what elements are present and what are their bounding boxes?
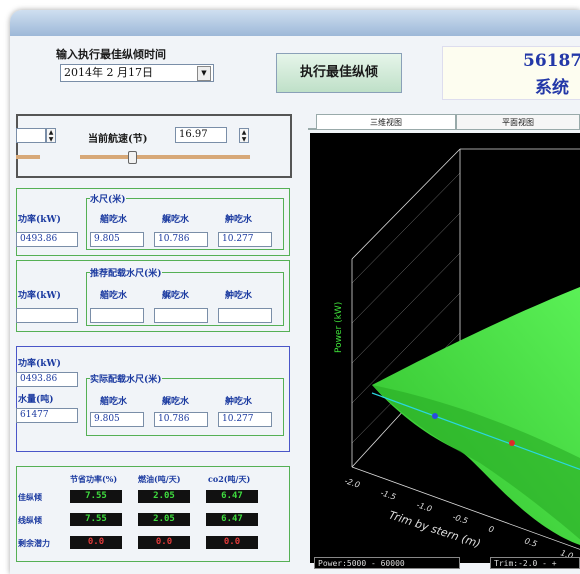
- draft-group-recommended: [16, 260, 290, 332]
- window-titlebar[interactable]: [10, 10, 580, 36]
- plot-grid-line: [351, 292, 461, 404]
- current-speed-field[interactable]: 16.97: [175, 127, 227, 143]
- best-trim-point: [432, 413, 438, 419]
- optimal-trim-line: [371, 392, 580, 470]
- group1-power-field[interactable]: 0493.86: [16, 232, 78, 247]
- group1-aft-field[interactable]: 10.786: [154, 232, 208, 247]
- savings-col-co2: co2(吨/天): [208, 474, 251, 484]
- plot-grid-line: [351, 212, 461, 324]
- group1-power-label: 功率(kW): [18, 215, 61, 225]
- left-speed-slider[interactable]: [16, 155, 40, 159]
- savings-row2-power: 7.55: [70, 513, 122, 526]
- current-speed-label: 当前航速(节): [88, 134, 148, 145]
- app-window: 输入执行最佳纵倾时间 2014年 2 月17日 ▼ 执行最佳纵倾 56187 系…: [10, 10, 580, 574]
- savings-group: [16, 466, 290, 562]
- left-speed-field[interactable]: [16, 128, 46, 143]
- savings-row1-power: 7.55: [70, 490, 122, 503]
- tab-plan-view[interactable]: 平面视图: [456, 114, 580, 129]
- speed-group: [16, 114, 292, 178]
- x-axis-label: Trim by stern (m): [387, 508, 482, 550]
- savings-row3-label: 剩余潜力: [18, 538, 50, 548]
- input-time-label: 输入执行最佳纵倾时间: [56, 48, 166, 61]
- group3-power-field[interactable]: 0493.86: [16, 372, 78, 387]
- plot-3d-panel[interactable]: Power (kW) -2.0 -1.5 -1.0 -0.5 0 0.5 1.0 Trim …: [310, 133, 580, 563]
- savings-row3-power: 0.0: [70, 536, 122, 549]
- x-tick-label: 0.5: [523, 536, 538, 548]
- group1-mid-field[interactable]: 10.277: [218, 232, 272, 247]
- group3-col-aft: 艉吃水: [162, 397, 190, 407]
- speed-slider-track[interactable]: [80, 155, 250, 159]
- group2-col-fore: 艏吃水: [100, 291, 128, 301]
- tab-3d-view[interactable]: 三维视图: [316, 114, 456, 129]
- group3-col-fore: 艏吃水: [100, 397, 128, 407]
- plot-grid-line: [351, 252, 461, 364]
- savings-col-power: 节省功率(%): [70, 474, 118, 484]
- group3-draft-title: 实际配载水尺(米): [90, 372, 162, 385]
- group3-power-label: 功率(kW): [18, 359, 61, 369]
- group2-col-mid: 舯吃水: [225, 291, 253, 301]
- group1-fore-field[interactable]: 9.805: [90, 232, 144, 247]
- group2-aft-field[interactable]: [154, 308, 208, 323]
- group3-aft-field[interactable]: 10.786: [154, 412, 208, 427]
- savings-row2-label: 线纵倾: [18, 515, 42, 525]
- x-tick-label: -1.5: [379, 488, 397, 501]
- savings-row3-fuel: 0.0: [138, 536, 190, 549]
- group2-fore-field[interactable]: [90, 308, 144, 323]
- group1-draft-box: [86, 198, 284, 250]
- z-axis-label: Power (kW): [334, 302, 344, 353]
- group2-col-aft: 艉吃水: [162, 291, 190, 301]
- draft-group-actual: [16, 346, 290, 452]
- group1-col-aft: 艉吃水: [162, 215, 190, 225]
- group2-power-field[interactable]: [16, 308, 78, 323]
- chevron-down-icon[interactable]: ▼: [197, 66, 211, 81]
- x-tick-label: -1.0: [415, 500, 433, 513]
- group1-col-fore: 艏吃水: [100, 215, 128, 225]
- group1-draft-title: 水尺(米): [90, 192, 126, 205]
- savings-row1-label: 佳纵倾: [18, 492, 42, 502]
- current-trim-point: [509, 440, 515, 446]
- speed-slider-thumb[interactable]: [128, 151, 137, 164]
- x-tick-label: 0: [487, 524, 495, 534]
- current-speed-spinner[interactable]: ▲ ▼: [239, 128, 249, 143]
- draft-group-current: [16, 188, 290, 256]
- group2-draft-title: 推荐配载水尺(米): [90, 266, 162, 279]
- group2-power-label: 功率(kW): [18, 291, 61, 301]
- date-value: 2014年 2 月17日: [64, 66, 153, 79]
- group3-mid-field[interactable]: 10.277: [218, 412, 272, 427]
- surface-shade: [372, 385, 580, 540]
- execute-best-trim-button[interactable]: 执行最佳纵倾: [276, 53, 402, 93]
- group3-col-mid: 舯吃水: [225, 397, 253, 407]
- group1-col-mid: 舯吃水: [225, 215, 253, 225]
- left-speed-spinner[interactable]: ▲ ▼: [46, 128, 56, 143]
- savings-row1-co2: 6.47: [206, 490, 258, 503]
- plot-grid-line: [351, 172, 461, 284]
- group3-draft-box: [86, 378, 284, 436]
- savings-col-fuel: 燃油(吨/天): [138, 474, 181, 484]
- system-title-box: 56187 系统: [442, 46, 580, 100]
- group2-mid-field[interactable]: [218, 308, 272, 323]
- status-power-range: Power:5000 - 60000: [314, 557, 460, 569]
- savings-row2-fuel: 2.05: [138, 513, 190, 526]
- savings-row3-co2: 0.0: [206, 536, 258, 549]
- system-title-line1: 56187: [523, 51, 580, 71]
- x-tick-label: -0.5: [451, 512, 469, 525]
- status-trim-range: Trim:-2.0 - +: [490, 557, 580, 569]
- savings-row2-co2: 6.47: [206, 513, 258, 526]
- system-title-line2: 系统: [535, 78, 569, 98]
- surface-plot-svg: Power (kW) -2.0-1.5-1.0-0.500.51.0 Trim …: [334, 148, 580, 561]
- group3-fore-field[interactable]: 9.805: [90, 412, 144, 427]
- tab-strip-line: [308, 128, 580, 130]
- x-tick-label: -2.0: [343, 476, 361, 489]
- group3-displacement-label: 水量(吨): [18, 395, 54, 405]
- date-picker[interactable]: 2014年 2 月17日 ▼: [60, 64, 214, 82]
- savings-row1-fuel: 2.05: [138, 490, 190, 503]
- group3-displacement-field[interactable]: 61477: [16, 408, 78, 423]
- group2-draft-box: [86, 272, 284, 326]
